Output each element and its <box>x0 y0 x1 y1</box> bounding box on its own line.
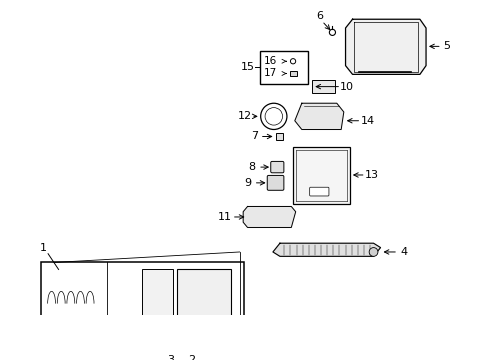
Text: 8: 8 <box>248 162 255 172</box>
FancyBboxPatch shape <box>270 161 284 173</box>
Text: 14: 14 <box>360 116 374 126</box>
Bar <box>41 262 244 346</box>
Text: 16: 16 <box>264 56 277 66</box>
Polygon shape <box>294 103 343 130</box>
Text: 7: 7 <box>250 131 258 141</box>
Bar <box>275 133 283 140</box>
Bar <box>292 147 349 204</box>
Bar <box>176 270 230 339</box>
Circle shape <box>368 248 377 256</box>
Text: 1: 1 <box>39 243 46 253</box>
Polygon shape <box>272 243 380 256</box>
Text: 11: 11 <box>217 212 231 222</box>
Text: 10: 10 <box>340 82 354 91</box>
FancyBboxPatch shape <box>312 81 334 93</box>
FancyBboxPatch shape <box>309 187 328 196</box>
Text: 17: 17 <box>264 68 277 78</box>
Text: 5: 5 <box>443 41 449 51</box>
Text: 15: 15 <box>240 62 254 72</box>
Text: 6: 6 <box>315 11 322 21</box>
Text: 9: 9 <box>244 178 251 188</box>
Polygon shape <box>345 19 425 75</box>
Text: 4: 4 <box>400 247 407 257</box>
Text: 2: 2 <box>187 355 195 360</box>
Text: 13: 13 <box>364 170 378 180</box>
Text: 12: 12 <box>237 111 251 121</box>
Bar <box>259 51 307 84</box>
Text: 3: 3 <box>167 355 174 360</box>
FancyBboxPatch shape <box>290 71 297 76</box>
Polygon shape <box>243 207 295 228</box>
Bar <box>142 270 173 339</box>
FancyBboxPatch shape <box>267 175 284 190</box>
